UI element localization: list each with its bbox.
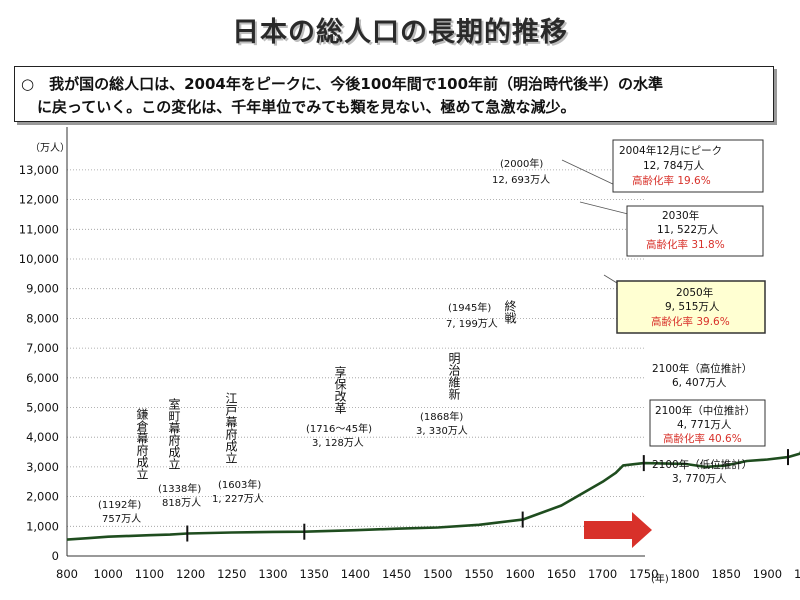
x-tick-label: 1450 [382, 567, 411, 581]
box-2050-line1: 2050年 [676, 286, 713, 299]
box-high-line2: 6, 407万人 [672, 377, 727, 389]
box-low: 2100年（低位推計） 3, 770万人 [652, 458, 752, 485]
x-tick-label: 1300 [258, 567, 287, 581]
future-arrow [584, 512, 652, 548]
page-title: 日本の総人口の長期的推移 [232, 17, 568, 48]
ann-1716-year: (1716～45年) [306, 422, 372, 435]
x-axis-labels: 800 1000 1100 1200 1250 1300 1350 1400 1450 1500 1… [56, 567, 800, 581]
box-2030-line3: 高齢化率 31.8% [646, 238, 725, 251]
box-mid-line2: 4, 771万人 [677, 419, 732, 431]
grid [67, 169, 645, 527]
series-line [66, 450, 800, 541]
x-tick-label: 1500 [423, 567, 452, 581]
box-2050-line2: 9, 515万人 [665, 301, 720, 313]
ann-1945-year: (1945年) [448, 301, 491, 314]
y-tick-label: 8,000 [26, 311, 59, 325]
y-tick-label: 6,000 [26, 371, 59, 385]
y-tick-label: 9,000 [26, 282, 59, 296]
ann-1192-year: (1192年) [98, 498, 141, 511]
ann-1716-value: 3, 128万人 [312, 437, 364, 449]
y-tick-label: 5,000 [26, 401, 59, 415]
x-tick-label: 1900 [753, 567, 782, 581]
box-2030: 2030年 11, 522万人 高齢化率 31.8% [626, 205, 764, 257]
x-tick-label: 1400 [341, 567, 370, 581]
box-2050-line3: 高齢化率 39.6% [651, 315, 730, 328]
y-tick-label: 11,000 [19, 222, 59, 236]
box-2030-line1: 2030年 [662, 209, 699, 222]
ann-1338-year: (1338年) [158, 482, 201, 495]
box-peak: 2004年12月にピーク 12, 784万人 高齢化率 19.6% [612, 139, 764, 193]
box-high: 2100年（高位推計） 6, 407万人 [652, 362, 752, 389]
y-axis-labels: 0 1,000 2,000 3,000 4,000 5,000 6,000 7,000 8,00… [19, 163, 59, 563]
x-tick-label: 1200 [176, 567, 205, 581]
box-peak-line3: 高齢化率 19.6% [632, 174, 711, 187]
box-mid: 2100年（中位推計） 4, 771万人 高齢化率 40.6% [649, 399, 766, 447]
y-tick-label: 12,000 [19, 193, 59, 207]
label-edo: 江戸幕府成立 [224, 392, 238, 464]
x-tick-label: 1950 [794, 567, 800, 581]
y-unit-label: （万人） [30, 142, 70, 154]
event-markers [186, 449, 789, 542]
x-tick-label: 1600 [506, 567, 535, 581]
ann-1945-value: 7, 199万人 [446, 318, 498, 330]
x-tick-label: 1850 [712, 567, 741, 581]
x-tick-label: 1100 [135, 567, 164, 581]
label-kyoho: 享保改革 [333, 365, 347, 414]
label-kamakura: 鎌倉幕府成立 [135, 407, 149, 480]
x-tick-label: 1750 [629, 567, 658, 581]
y-tick-label: 3,000 [26, 460, 59, 474]
box-low-line1: 2100年（低位推計） [652, 458, 752, 471]
x-tick-label: 1800 [670, 567, 699, 581]
y-tick-label: 7,000 [26, 341, 59, 355]
x-tick-label: 1550 [464, 567, 493, 581]
x-tick-label: 1250 [217, 567, 246, 581]
ann-1868-value: 3, 330万人 [416, 425, 468, 437]
label-muromachi: 室町幕府成立 [167, 397, 181, 470]
y-tick-label: 10,000 [19, 252, 59, 266]
y-tick-label: 0 [52, 549, 59, 563]
y-tick-label: 13,000 [19, 163, 59, 177]
ann-1338-value: 818万人 [162, 497, 201, 509]
label-meiji: 明治維新 [447, 352, 461, 400]
y-tick-label: 4,000 [26, 430, 59, 444]
leader-2030 [579, 201, 629, 215]
box-peak-line2: 12, 784万人 [643, 160, 705, 172]
summary-line-2: に戻っていく。この変化は、千年単位でみても類を見ない、極めて急激な減少。 [37, 98, 576, 116]
series-lines [66, 450, 800, 541]
box-peak-line1: 2004年12月にピーク [619, 144, 722, 157]
x-tick-label: 800 [56, 567, 78, 581]
x-tick-label: 1700 [588, 567, 617, 581]
x-tick-label: 1350 [300, 567, 329, 581]
box-mid-line3: 高齢化率 40.6% [663, 432, 742, 445]
summary-line-1: ○ 我が国の総人口は、2004年をピークに、今後100年間で100年前（明治時代… [21, 75, 664, 93]
box-high-line1: 2100年（高位推計） [652, 362, 752, 375]
leader-2050 [603, 274, 618, 284]
label-shusen: 終戦 [503, 299, 517, 325]
box-mid-line1: 2100年（中位推計） [655, 404, 755, 417]
box-2030-line2: 11, 522万人 [657, 224, 719, 236]
ann-1603-year: (1603年) [218, 478, 261, 491]
x-tick-label: 1000 [94, 567, 123, 581]
x-unit-label: (年) [651, 572, 669, 585]
box-2050: 2050年 9, 515万人 高齢化率 39.6% [616, 280, 766, 334]
y-tick-label: 1,000 [26, 519, 59, 533]
y-tick-label: 2,000 [26, 490, 59, 504]
x-tick-label: 1650 [547, 567, 576, 581]
summary-box: ○ 我が国の総人口は、2004年をピークに、今後100年間で100年前（明治時代… [14, 66, 774, 122]
ann-1603-value: 1, 227万人 [212, 493, 264, 505]
box-low-line2: 3, 770万人 [672, 473, 727, 485]
ann-1868-year: (1868年) [420, 410, 463, 423]
leader-peak [561, 159, 618, 187]
ann-2000-year: (2000年) [500, 157, 543, 170]
ann-2000-value: 12, 693万人 [492, 174, 550, 186]
ann-1192-value: 757万人 [102, 513, 141, 525]
